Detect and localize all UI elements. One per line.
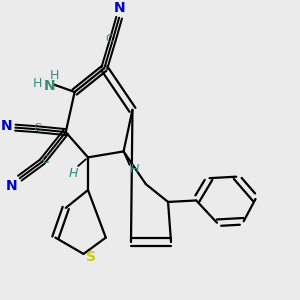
Text: H: H <box>129 163 139 176</box>
Text: N: N <box>44 79 55 93</box>
Text: C: C <box>106 34 113 44</box>
Text: H: H <box>50 69 59 82</box>
Text: C: C <box>41 155 49 165</box>
Text: H: H <box>68 167 78 180</box>
Text: H: H <box>33 76 42 90</box>
Text: N: N <box>113 1 125 15</box>
Text: N: N <box>1 119 12 133</box>
Text: S: S <box>86 250 96 264</box>
Text: C: C <box>34 123 41 133</box>
Text: N: N <box>6 178 17 193</box>
